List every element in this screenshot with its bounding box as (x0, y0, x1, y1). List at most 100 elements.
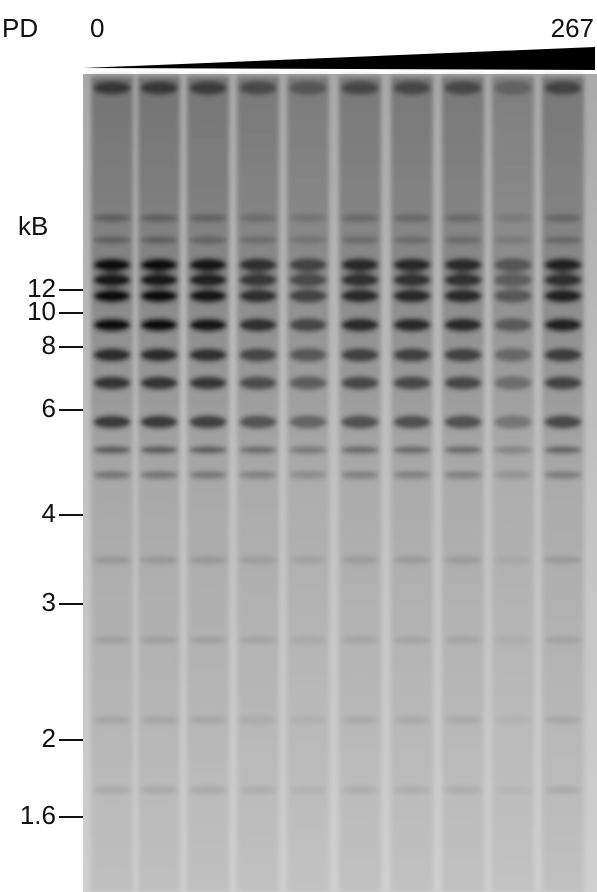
band (393, 636, 431, 644)
band (239, 236, 277, 244)
band (189, 348, 227, 362)
band (393, 289, 431, 303)
band (444, 273, 482, 287)
band (239, 716, 277, 724)
band (341, 318, 379, 332)
band (444, 636, 482, 644)
band (140, 81, 178, 95)
band (140, 716, 178, 724)
band (341, 471, 379, 479)
band (393, 258, 431, 272)
band (140, 556, 178, 564)
band (239, 348, 277, 362)
band (140, 318, 178, 332)
band (189, 716, 227, 724)
band (93, 376, 131, 390)
lane (492, 76, 534, 892)
band (544, 289, 582, 303)
band (289, 446, 327, 454)
unit-label: kB (18, 211, 48, 241)
band (494, 446, 532, 454)
band (393, 214, 431, 222)
lane (442, 76, 484, 892)
band (189, 786, 227, 794)
band (239, 81, 277, 95)
band (341, 556, 379, 564)
band (544, 786, 582, 794)
band (444, 786, 482, 794)
band (140, 236, 178, 244)
band (239, 318, 277, 332)
band (393, 556, 431, 564)
lane (187, 76, 229, 892)
band (140, 348, 178, 362)
band (239, 376, 277, 390)
band (93, 236, 131, 244)
band (189, 81, 227, 95)
band (444, 214, 482, 222)
band (393, 415, 431, 429)
band (494, 318, 532, 332)
band (93, 786, 131, 794)
band (189, 376, 227, 390)
band (239, 636, 277, 644)
band (239, 446, 277, 454)
band (189, 273, 227, 287)
band (93, 81, 131, 95)
band (544, 636, 582, 644)
band (189, 415, 227, 429)
band (494, 636, 532, 644)
band (544, 376, 582, 390)
band (444, 81, 482, 95)
band (544, 556, 582, 564)
band (444, 556, 482, 564)
band (289, 556, 327, 564)
band (494, 786, 532, 794)
band (393, 376, 431, 390)
band (444, 376, 482, 390)
lane (287, 76, 329, 892)
band (289, 273, 327, 287)
band (341, 376, 379, 390)
marker-label: 2 (42, 723, 56, 753)
band (189, 446, 227, 454)
marker-label: 12 (27, 273, 56, 303)
lane (237, 76, 279, 892)
band (341, 273, 379, 287)
band (393, 471, 431, 479)
band (341, 258, 379, 272)
band (289, 81, 327, 95)
band (341, 348, 379, 362)
band (93, 636, 131, 644)
band (289, 415, 327, 429)
band (494, 348, 532, 362)
marker-label: 3 (42, 587, 56, 617)
band (189, 236, 227, 244)
band (494, 81, 532, 95)
band (544, 81, 582, 95)
band (93, 446, 131, 454)
band (189, 556, 227, 564)
band (544, 214, 582, 222)
band (393, 236, 431, 244)
band (93, 318, 131, 332)
band (544, 318, 582, 332)
band (189, 318, 227, 332)
band (494, 236, 532, 244)
band (544, 716, 582, 724)
lane (91, 76, 133, 892)
band (444, 289, 482, 303)
band (393, 318, 431, 332)
band (341, 214, 379, 222)
band (140, 289, 178, 303)
band (93, 258, 131, 272)
band (140, 376, 178, 390)
band (544, 348, 582, 362)
band (93, 348, 131, 362)
band (289, 636, 327, 644)
band (239, 786, 277, 794)
band (140, 214, 178, 222)
lanes (91, 76, 584, 892)
band (289, 258, 327, 272)
